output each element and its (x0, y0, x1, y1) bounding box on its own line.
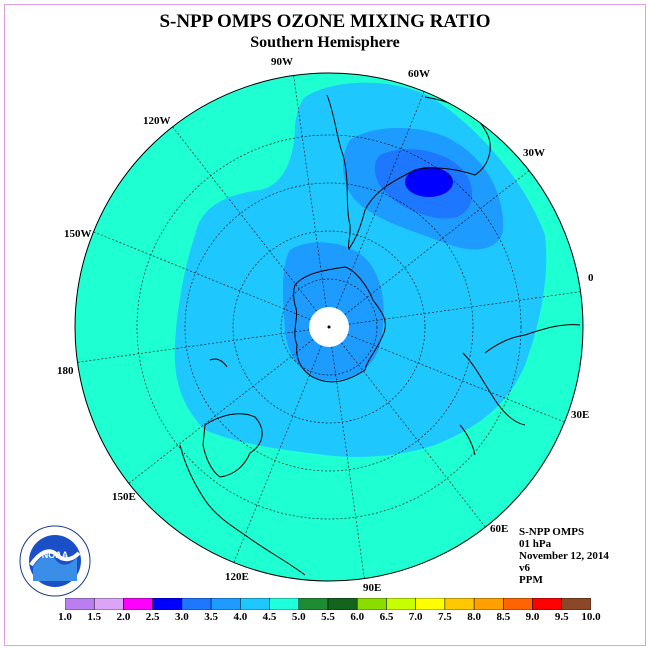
colorbar-swatch (444, 598, 475, 610)
meridian-line (77, 329, 310, 363)
info-instrument: S-NPP OMPS (519, 526, 585, 538)
meridian-line (93, 231, 311, 320)
colorbar-tick-label: 4.0 (233, 611, 248, 623)
colorbar-tick-label: 8.5 (496, 611, 511, 623)
label-150e: 150E (112, 491, 136, 503)
info-level: 01 hPa (519, 538, 552, 550)
colorbar-tick-label: 3.5 (204, 611, 218, 623)
info-date: November 12, 2014 (519, 550, 609, 562)
meridian-lines (77, 75, 581, 579)
colorbar-swatch (298, 598, 329, 610)
colorbar-swatch (561, 598, 591, 610)
colorbar-tick-label: 2.5 (145, 611, 160, 623)
info-version: v6 (519, 562, 530, 574)
label-180: 180 (57, 365, 74, 377)
coastlines (179, 94, 581, 576)
meridian-line (348, 291, 581, 325)
colorbar (65, 598, 591, 610)
label-90e: 90E (363, 582, 382, 594)
figure-frame: S-NPP OMPS OZONE MIXING RATIO Southern H… (4, 4, 646, 646)
colorbar-swatch (327, 598, 358, 610)
colorbar-tick-label: 6.5 (379, 611, 394, 623)
meridian-line (344, 170, 530, 315)
info-units: PPM (519, 574, 543, 586)
colorbar-swatch (503, 598, 533, 610)
meridian-line (341, 342, 486, 528)
colorbar-swatch (181, 598, 212, 610)
colorbar-tick-label: 10.0 (581, 611, 601, 623)
label-150w: 150W (64, 228, 92, 240)
colorbar-tick-label: 3.0 (175, 611, 189, 623)
map-title: S-NPP OMPS OZONE MIXING RATIO (159, 11, 491, 32)
label-30e: 30E (571, 409, 590, 421)
label-120w: 120W (143, 115, 171, 127)
label-60w: 60W (408, 68, 430, 80)
colorbar-tick-label: 2.0 (116, 611, 131, 623)
latitude-circles (136, 134, 522, 520)
meridian-line (336, 91, 425, 309)
info-block: S-NPP OMPS 01 hPa November 12, 2014 v6 P… (519, 526, 609, 586)
colorbar-swatch (415, 598, 446, 610)
meridian-line (233, 345, 322, 563)
noaa-logo: NOAA (19, 525, 91, 597)
colorbar-tick-label: 9.0 (525, 611, 540, 623)
colorbar-tick-label: 7.0 (408, 611, 423, 623)
label-90w: 90W (271, 56, 293, 68)
colorbar-tick-label: 4.5 (262, 611, 277, 623)
meridian-line (293, 75, 327, 308)
colorbar-swatch (473, 598, 504, 610)
colorbar-tick-label: 5.5 (321, 611, 335, 623)
label-120e: 120E (225, 571, 249, 583)
colorbar-tick-label: 6.0 (350, 611, 365, 623)
colorbar-tick-label: 1.5 (87, 611, 102, 623)
colorbar-tick-label: 5.0 (291, 611, 306, 623)
colorbar-swatch (269, 598, 300, 610)
colorbar-swatch (240, 598, 270, 610)
logo-text: NOAA (42, 550, 69, 560)
ozone-region-2-5-to-3-0 (405, 167, 453, 197)
meridian-line (172, 126, 317, 312)
colorbar-swatch (123, 598, 153, 610)
label-30w: 30W (523, 147, 545, 159)
colorbar-swatch (532, 598, 563, 610)
meridian-line (128, 339, 314, 484)
map-subtitle: Southern Hemisphere (250, 34, 400, 51)
colorbar-tick-label: 9.5 (554, 611, 569, 623)
colorbar-swatch (386, 598, 416, 610)
colorbar-swatch (93, 598, 124, 610)
label-60e: 60E (490, 523, 509, 535)
colorbar-tick-label: 7.5 (438, 611, 452, 623)
polar-map (74, 72, 584, 582)
colorbar-swatch (210, 598, 241, 610)
meridian-line (331, 346, 365, 579)
label-0: 0 (588, 272, 594, 284)
colorbar-swatch (65, 598, 95, 610)
colorbar-swatch (152, 598, 183, 610)
colorbar-tick-label: 8.0 (467, 611, 481, 623)
colorbar-swatch (356, 598, 387, 610)
meridian-line (347, 334, 565, 423)
colorbar-tick-label: 1.0 (58, 611, 72, 623)
